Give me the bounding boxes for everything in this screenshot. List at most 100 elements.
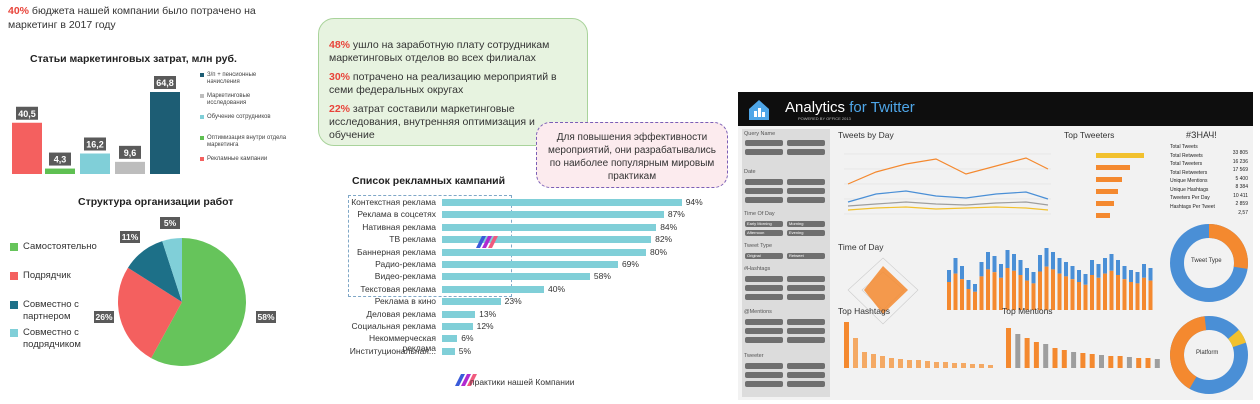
filter-button-early-morning[interactable]: Early Morning xyxy=(745,221,783,227)
filter-button[interactable] xyxy=(745,285,783,291)
filter-button[interactable] xyxy=(745,372,783,378)
intro-percent: 40% xyxy=(8,5,30,17)
data-label: 16,2 xyxy=(86,140,104,150)
stack-segment xyxy=(1018,260,1023,275)
filter-button[interactable] xyxy=(787,179,825,185)
filter-button[interactable] xyxy=(745,149,783,155)
filter-button[interactable] xyxy=(787,337,825,343)
pie-legend-contractor: Подрядчик xyxy=(10,270,110,282)
marketing-column-chart: 40,5 4,3 16,2 9,6 64,8 xyxy=(12,76,180,174)
filter-button-original[interactable]: Original xyxy=(745,253,783,259)
mention-bar xyxy=(1126,357,1132,368)
mention-bar xyxy=(1145,358,1151,368)
mention-bar xyxy=(1099,355,1104,368)
campaign-label: Реклама в кино xyxy=(374,296,436,307)
stack-segment xyxy=(1070,279,1075,310)
campaigns-bar-chart: Контекстная реклама 94% Реклама в соцсетях… xyxy=(0,0,703,356)
section-title-tweets-by-day: Tweets by Day xyxy=(838,130,894,140)
filter-button[interactable] xyxy=(787,276,825,282)
filter-button[interactable] xyxy=(787,140,825,146)
stack-segment xyxy=(1122,279,1127,310)
stack-segment xyxy=(1109,254,1114,271)
pie-label: 11% xyxy=(122,232,139,242)
filter-button[interactable] xyxy=(745,363,783,369)
pie-legend-with-contractor: Совместно с подрядчиком xyxy=(10,327,90,351)
filter-button[interactable] xyxy=(745,179,783,185)
legend-label: Подрядчик xyxy=(23,270,71,281)
stack-segment xyxy=(1077,270,1081,282)
filter-button[interactable] xyxy=(745,337,783,343)
legend-item-optimization: Оптимизация внутри отдела маркетинга xyxy=(200,135,290,149)
campaign-label: ТВ реклама xyxy=(389,234,436,245)
filter-button[interactable] xyxy=(787,197,825,203)
stack-segment xyxy=(979,262,984,277)
mention-bar xyxy=(1117,356,1123,368)
legend-label: Рекламные кампании xyxy=(207,156,268,162)
hashtag-bar xyxy=(988,365,993,368)
filter-button-afternoon[interactable]: Afternoon xyxy=(745,230,783,236)
data-label: 40,5 xyxy=(18,109,36,119)
filter-button[interactable] xyxy=(745,294,783,300)
stack-segment xyxy=(953,258,958,274)
filter-label: #Hashtags xyxy=(744,266,771,272)
hashtag-bar xyxy=(844,322,849,368)
hashtag-bar xyxy=(925,361,930,368)
filter-button[interactable] xyxy=(787,188,825,194)
stack-segment xyxy=(1031,283,1036,310)
filter-button[interactable] xyxy=(787,285,825,291)
footer-logo-icon xyxy=(455,374,477,386)
campaign-label: Видео-реклама xyxy=(374,271,436,282)
filter-button-retweet[interactable]: Retweet xyxy=(787,253,825,259)
filter-button[interactable] xyxy=(745,140,783,146)
budget-summary-box: 48% ушло на заработную плату сотрудникам… xyxy=(318,18,588,146)
mention-bar xyxy=(1154,359,1160,368)
filter-button[interactable] xyxy=(745,328,783,334)
stack-segment xyxy=(960,266,964,280)
stack-segment xyxy=(986,269,990,310)
legend-label: Оптимизация внутри отдела маркетинга xyxy=(207,135,287,148)
filter-button[interactable] xyxy=(787,294,825,300)
stack-segment xyxy=(1064,276,1068,310)
filter-button[interactable] xyxy=(787,372,825,378)
summary-item: 48% ушло на заработную плату сотрудникам… xyxy=(329,39,577,65)
campaign-label: Контекстная реклама xyxy=(351,197,436,207)
hashtag-bar xyxy=(853,338,858,368)
campaign-label: Реклама в соцсетях xyxy=(357,209,436,220)
filter-button-morning[interactable]: Morning xyxy=(787,221,825,227)
tweets-by-day-line-chart xyxy=(844,153,1051,215)
legend-swatch xyxy=(200,136,204,140)
stat-row: Total Tweets 33 805 xyxy=(1170,144,1248,156)
campaign-label: Деловая реклама xyxy=(366,308,436,319)
filter-label: Tweet Type xyxy=(744,243,773,249)
filter-button[interactable] xyxy=(787,363,825,369)
hashtag-bar xyxy=(943,362,948,368)
mention-bar xyxy=(1006,328,1011,368)
filter-button[interactable] xyxy=(745,276,783,282)
filter-button[interactable] xyxy=(745,188,783,194)
data-label: 9,6 xyxy=(124,148,137,158)
filter-button[interactable] xyxy=(787,149,825,155)
filter-button[interactable] xyxy=(787,328,825,334)
legend-label: Совместно с подрядчиком xyxy=(23,327,81,350)
stack-segment xyxy=(1012,254,1016,271)
filter-button[interactable] xyxy=(745,197,783,203)
filter-button-evening[interactable]: Evening xyxy=(787,230,825,236)
stack-segment xyxy=(1044,266,1049,310)
filter-button[interactable] xyxy=(745,319,783,325)
stat-label: Total Retweeters xyxy=(1170,169,1208,176)
time-of-day-radar-chart xyxy=(847,257,919,325)
filter-button[interactable] xyxy=(787,319,825,325)
stat-label: Total Tweeters xyxy=(1170,161,1203,167)
mention-bar xyxy=(1080,353,1086,368)
stack-segment xyxy=(953,273,958,310)
filter-button[interactable] xyxy=(787,381,825,387)
campaign-bar xyxy=(442,347,455,355)
campaigns-chart-title: Список рекламных кампаний xyxy=(352,175,506,187)
tweet-type-label: Tweet Type xyxy=(1191,258,1222,264)
campaign-bar xyxy=(442,236,652,244)
campaign-bar xyxy=(442,335,458,343)
stack-segment xyxy=(1031,272,1036,284)
filter-button[interactable] xyxy=(745,381,783,387)
summary-percent: 22% xyxy=(329,103,351,115)
mention-bar xyxy=(1024,338,1030,368)
